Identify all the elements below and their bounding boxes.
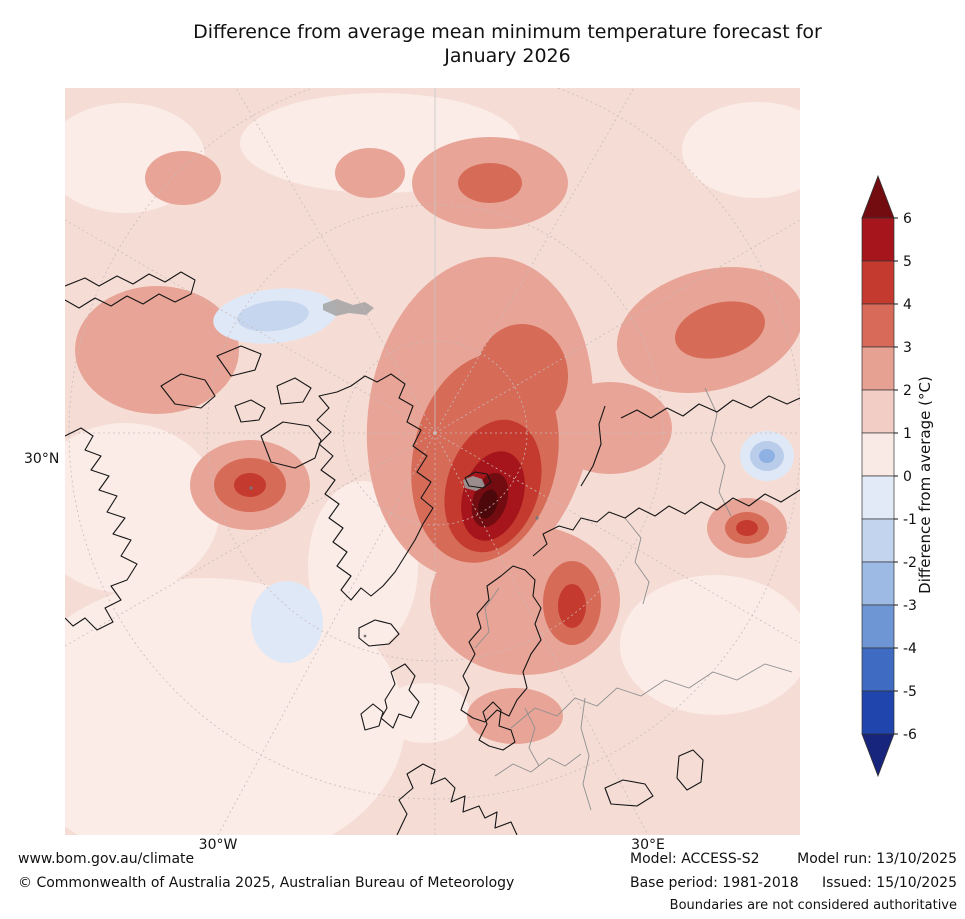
colorbar-segment — [861, 217, 895, 262]
title-line-2: January 2026 — [444, 45, 571, 68]
footer-base-period: Base period: 1981-2018 — [630, 875, 799, 891]
footer-url: www.bom.gov.au/climate — [18, 851, 195, 867]
footer-model: Model: ACCESS-S2 — [630, 851, 760, 867]
colorbar-tick-label: 3 — [903, 340, 912, 356]
latitude-label: 30°N — [24, 451, 60, 467]
colorbar-segment — [861, 260, 895, 305]
colorbar-arrow-over — [861, 174, 895, 219]
colorbar-svg: 6 5 4 3 2 1 0 -1 -2 -3 -4 -5 -6 — [861, 174, 917, 778]
anomaly-map — [5, 66, 832, 868]
colorbar-tick-label: -2 — [903, 555, 917, 571]
colorbar-tick-label: -6 — [903, 727, 917, 743]
footer-copyright: © Commonwealth of Australia 2025, Austra… — [18, 875, 515, 891]
colorbar-tick-label: 1 — [903, 426, 912, 442]
footer-disclaimer: Boundaries are not considered authoritat… — [669, 898, 957, 913]
colorbar-segment — [861, 346, 895, 391]
colorbar-segment — [861, 604, 895, 649]
colorbar-segment — [861, 647, 895, 692]
page-title: Difference from average mean minimum tem… — [50, 20, 965, 69]
title-line-1: Difference from average mean minimum tem… — [193, 21, 822, 43]
colorbar-tick-label: -4 — [903, 641, 917, 657]
colorbar-tick-label: -1 — [903, 512, 917, 528]
colorbar-tick-label: 4 — [903, 297, 912, 313]
colorbar-arrow-under — [861, 733, 895, 778]
colorbar: 6 5 4 3 2 1 0 -1 -2 -3 -4 -5 -6 — [845, 170, 965, 820]
coastlines — [64, 271, 801, 836]
colorbar-segment — [861, 561, 895, 606]
colorbar-segment — [861, 432, 895, 477]
longitude-east-label: 30°E — [631, 837, 665, 853]
colorbar-segment — [861, 303, 895, 348]
colorbar-tick-label: 5 — [903, 254, 912, 270]
map-area — [5, 66, 832, 868]
colorbar-segment — [861, 518, 895, 563]
colorbar-segment — [861, 389, 895, 434]
longitude-west-label: 30°W — [198, 837, 238, 853]
colorbar-tick-label: -5 — [903, 684, 917, 700]
colorbar-segment — [861, 475, 895, 520]
anomaly-fills — [5, 88, 832, 868]
colorbar-tick-label: 6 — [903, 211, 912, 227]
footer-issued: Issued: 15/10/2025 — [822, 875, 957, 891]
colorbar-axis-label: Difference from average (°C) — [916, 376, 934, 594]
colorbar-segment — [861, 690, 895, 735]
footer-model-run: Model run: 13/10/2025 — [797, 851, 957, 867]
colorbar-tick-label: 0 — [903, 469, 912, 485]
colorbar-tick-label: -3 — [903, 598, 917, 614]
colorbar-tick-label: 2 — [903, 383, 912, 399]
country-borders — [474, 387, 793, 811]
